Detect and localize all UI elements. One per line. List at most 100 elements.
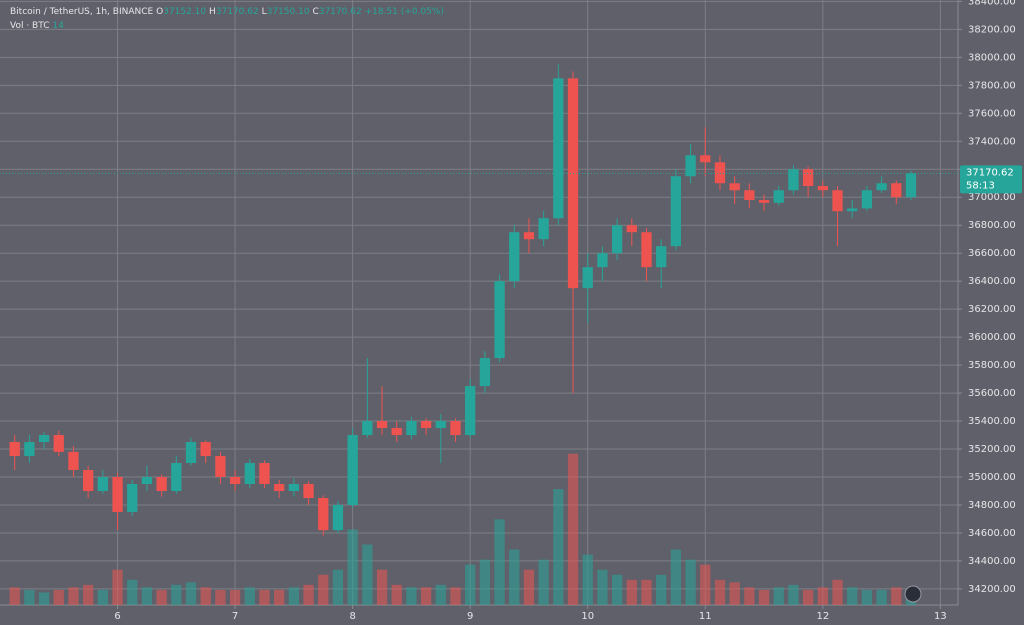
candle-body (700, 155, 711, 163)
candle-body (274, 484, 285, 491)
volume-bar (802, 589, 814, 605)
y-tick-label: 35200.00 (968, 444, 1016, 455)
candle-body (670, 176, 682, 247)
volume-bar (185, 582, 197, 605)
ohlc-value: 37170.62 (216, 7, 259, 17)
volume-bar (479, 559, 491, 605)
ohlc-key: L (262, 7, 267, 17)
y-tick-label: 36800.00 (968, 220, 1016, 231)
candle-body (141, 477, 153, 484)
volume-bar (68, 587, 79, 605)
candle-body (611, 225, 623, 254)
candle-body (450, 421, 461, 436)
candle-body (303, 484, 314, 498)
volume-bar (641, 579, 652, 605)
volume-bar (670, 549, 682, 605)
volume-bar (758, 589, 770, 605)
candle-body (597, 253, 608, 268)
candle-body (773, 190, 784, 203)
candle-body (817, 186, 828, 191)
candle-body (729, 183, 740, 191)
volume-bar (318, 574, 329, 605)
candle-body (171, 463, 182, 491)
volume-bar (200, 587, 211, 605)
volume-bar (567, 453, 579, 605)
candle-body (420, 421, 432, 429)
candle-body (259, 463, 270, 484)
volume-bar (817, 587, 828, 605)
x-tick-label: 8 (349, 611, 355, 622)
candle-body (479, 358, 491, 387)
candle-body (362, 421, 373, 436)
volume-bar (362, 544, 373, 605)
ohlc-value: 37170.62 (319, 7, 362, 17)
candle-body (685, 155, 696, 177)
volume-bar (773, 587, 784, 605)
candle-body (465, 386, 476, 436)
candle-body (832, 190, 843, 212)
volume-bar (141, 587, 153, 605)
volume-bar (714, 579, 726, 605)
y-tick-label: 38400.00 (968, 0, 1016, 7)
candle-body (641, 232, 652, 268)
candle-body (83, 470, 94, 491)
candle-body (38, 435, 50, 443)
ohlc-value: 37152.10 (163, 7, 206, 17)
volume-layer (9, 453, 917, 605)
volume-bar (9, 587, 20, 605)
volume-bar (450, 587, 461, 605)
candle-body (406, 421, 417, 436)
volume-bar (288, 587, 300, 605)
symbol: Bitcoin / TetherUS, 1h, BINANCE (10, 7, 154, 17)
y-tick-label: 37800.00 (968, 80, 1016, 91)
candle-body (112, 477, 123, 512)
volume-bar (685, 559, 696, 605)
candle-body (523, 232, 535, 240)
volume-bar (406, 587, 417, 605)
candle-body (244, 463, 255, 484)
volume-bar (494, 519, 505, 605)
volume-value: 14 (52, 21, 64, 31)
candle-body (435, 421, 446, 429)
candle-body (567, 78, 579, 289)
x-tick-label: 6 (114, 611, 120, 622)
x-tick-label: 7 (232, 611, 238, 622)
x-tick-label: 13 (934, 611, 947, 622)
candle-body (24, 442, 35, 457)
volume-bar (274, 589, 285, 605)
y-tick-label: 35400.00 (968, 416, 1016, 427)
ohlc-key: C (312, 7, 318, 17)
candle-body (758, 200, 770, 203)
x-tick-label: 10 (581, 611, 594, 622)
y-tick-label: 37600.00 (968, 108, 1016, 119)
candle-body (905, 173, 917, 198)
y-tick-label: 35800.00 (968, 360, 1016, 371)
candle-body (215, 456, 226, 478)
volume-bar (729, 582, 740, 605)
candle-body (9, 442, 20, 457)
last-price-tag (960, 165, 1022, 194)
candle-body (127, 484, 138, 512)
volume-bar (229, 589, 241, 605)
candle-body (509, 232, 520, 282)
volume-bar (332, 569, 344, 605)
y-tick-label: 37000.00 (968, 192, 1016, 203)
volume-bar (24, 589, 35, 605)
candle-body (68, 451, 79, 471)
volume-bar (832, 579, 843, 605)
volume-bar (97, 589, 108, 605)
candle-body (156, 477, 167, 491)
countdown-label: 58:13 (966, 180, 995, 191)
candle-body (53, 435, 64, 452)
volume-bar (891, 587, 902, 605)
candle-body (861, 190, 873, 209)
candle-body (332, 504, 344, 531)
candle-body (788, 169, 799, 191)
volume-bar (259, 589, 270, 605)
ohlc-key: O (156, 7, 163, 17)
volume-bar (700, 564, 711, 605)
candle-body (185, 442, 197, 464)
